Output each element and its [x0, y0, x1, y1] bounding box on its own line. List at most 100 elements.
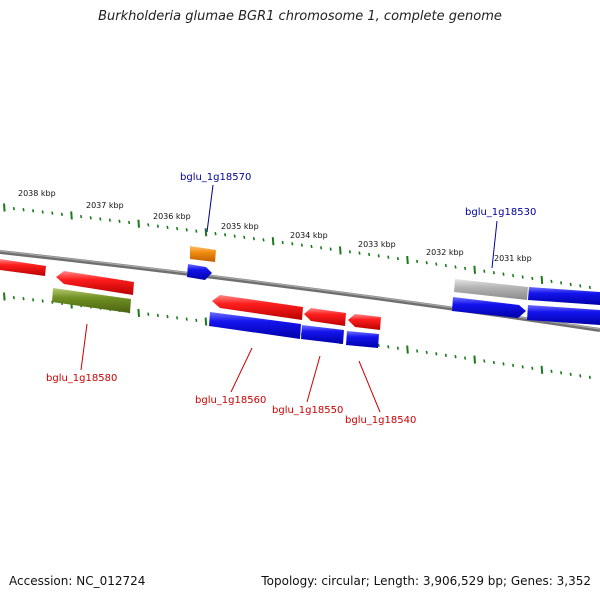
- gene-feature-blue[interactable]: [527, 305, 600, 325]
- scale-tick-mark: [195, 229, 198, 233]
- kbp-label: 2031 kbp: [494, 254, 532, 263]
- scale-tick-mark: [512, 363, 515, 368]
- gene-label[interactable]: bglu_1g18530: [465, 207, 536, 218]
- scale-tick-mark: [41, 299, 44, 303]
- gene-feature-blue[interactable]: [452, 297, 526, 318]
- gene-feature-blue[interactable]: [346, 331, 379, 348]
- scale-tick-mark: [368, 252, 371, 257]
- scale-tick-mark: [569, 372, 572, 376]
- kbp-label: 2036 kbp: [153, 212, 191, 221]
- scale-tick-mark: [416, 349, 419, 353]
- scale-tick-mark: [310, 244, 313, 249]
- scale-tick-mark: [185, 317, 188, 321]
- scale-tick-mark: [147, 312, 150, 316]
- scale-tick-mark: [425, 350, 428, 355]
- scale-tick-mark: [32, 298, 35, 302]
- scale-tick-mark: [540, 275, 544, 284]
- scale-tick-mark: [387, 255, 390, 259]
- scale-tick-mark: [406, 255, 409, 265]
- gene-feature-red[interactable]: [56, 271, 134, 295]
- scale-tick-mark: [185, 228, 188, 232]
- reverse-strand-features: [52, 264, 600, 348]
- gene-label[interactable]: bglu_1g18550: [272, 405, 343, 416]
- scale-tick-mark: [387, 345, 390, 349]
- scale-tick-mark: [492, 360, 495, 365]
- scale-tick-mark: [12, 206, 15, 211]
- gene-labels: bglu_1g18570 bglu_1g18530 bglu_1g18580 b…: [46, 172, 536, 426]
- gene-label[interactable]: bglu_1g18570: [180, 172, 251, 183]
- scale-tick-mark: [60, 212, 63, 216]
- scale-tick-mark: [531, 366, 534, 370]
- scale-tick-mark: [214, 231, 217, 236]
- gene-feature-orange[interactable]: [190, 246, 216, 262]
- scale-tick-mark: [99, 217, 102, 221]
- scale-tick-mark: [560, 371, 563, 375]
- kbp-label: 2035 kbp: [221, 222, 259, 231]
- accession-text: Accession: NC_012724: [9, 574, 146, 588]
- scale-tick-mark: [320, 246, 323, 250]
- scale-tick-mark: [444, 353, 447, 357]
- gene-label[interactable]: bglu_1g18540: [345, 415, 416, 426]
- scale-tick-mark: [147, 223, 150, 227]
- scale-tick-mark: [41, 210, 44, 214]
- scale-tick-mark: [176, 316, 179, 320]
- upper-tick-track: [3, 203, 591, 290]
- scale-tick-mark: [3, 292, 6, 301]
- scale-tick-mark: [3, 203, 6, 212]
- gene-feature-red[interactable]: [0, 259, 46, 276]
- gene-feature-red[interactable]: [304, 308, 346, 326]
- scale-tick-mark: [444, 263, 447, 268]
- gene-feature-red[interactable]: [348, 314, 381, 330]
- scale-tick-mark: [156, 224, 159, 228]
- scale-tick-mark: [464, 266, 467, 271]
- scale-tick-mark: [339, 246, 342, 255]
- scale-tick-mark: [195, 318, 198, 323]
- scale-tick-mark: [176, 226, 179, 231]
- gene-label[interactable]: bglu_1g18580: [46, 373, 117, 384]
- scale-tick-mark: [80, 214, 83, 219]
- scale-tick-mark: [454, 265, 457, 269]
- scale-tick-mark: [396, 256, 399, 261]
- scale-tick-mark: [483, 359, 486, 363]
- scale-tick-mark: [502, 272, 505, 276]
- scale-tick-mark: [396, 346, 399, 350]
- gene-feature-blue[interactable]: [187, 264, 212, 280]
- scale-tick-mark: [89, 216, 92, 220]
- scale-tick-mark: [416, 259, 419, 264]
- scale-tick-mark: [252, 237, 255, 241]
- topology-text: Topology: circular; Length: 3,906,529 bp…: [261, 574, 591, 588]
- gene-feature-blue[interactable]: [209, 312, 301, 339]
- scale-tick-mark: [22, 297, 25, 301]
- scale-tick-mark: [118, 219, 121, 223]
- scale-tick-mark: [204, 317, 208, 326]
- scale-tick-mark: [521, 275, 524, 279]
- scale-tick-mark: [531, 276, 534, 281]
- map-title: Burkholderia glumae BGR1 chromosome 1, c…: [98, 9, 502, 24]
- scale-tick-mark: [156, 313, 159, 318]
- gene-feature-blue[interactable]: [528, 287, 600, 305]
- scale-tick-mark: [300, 243, 303, 247]
- gene-feature-red[interactable]: [212, 295, 303, 320]
- scale-tick-mark: [377, 254, 380, 258]
- gene-feature-gray[interactable]: [454, 279, 528, 300]
- scale-tick-mark: [243, 235, 246, 240]
- gene-feature-blue[interactable]: [301, 325, 344, 344]
- scale-tick-mark: [137, 308, 140, 317]
- scale-tick-mark: [473, 355, 476, 364]
- scale-tick-mark: [224, 233, 227, 237]
- kbp-label: 2034 kbp: [290, 231, 328, 240]
- scale-tick-mark: [560, 281, 563, 285]
- scale-tick-mark: [204, 228, 208, 237]
- scale-tick-mark: [473, 265, 476, 274]
- scale-tick-mark: [262, 238, 265, 242]
- kbp-label: 2037 kbp: [86, 201, 124, 210]
- kbp-scale: 2038 kbp 2037 kbp 2036 kbp 2035 kbp 2034…: [18, 189, 532, 263]
- scale-tick-mark: [271, 237, 275, 246]
- scale-tick-mark: [435, 352, 438, 356]
- scale-tick-mark: [51, 211, 54, 215]
- gene-feature-olive[interactable]: [52, 288, 131, 313]
- scale-tick-mark: [588, 285, 591, 290]
- scale-tick-mark: [550, 369, 553, 373]
- scale-tick-mark: [377, 343, 380, 348]
- gene-label[interactable]: bglu_1g18560: [195, 395, 266, 406]
